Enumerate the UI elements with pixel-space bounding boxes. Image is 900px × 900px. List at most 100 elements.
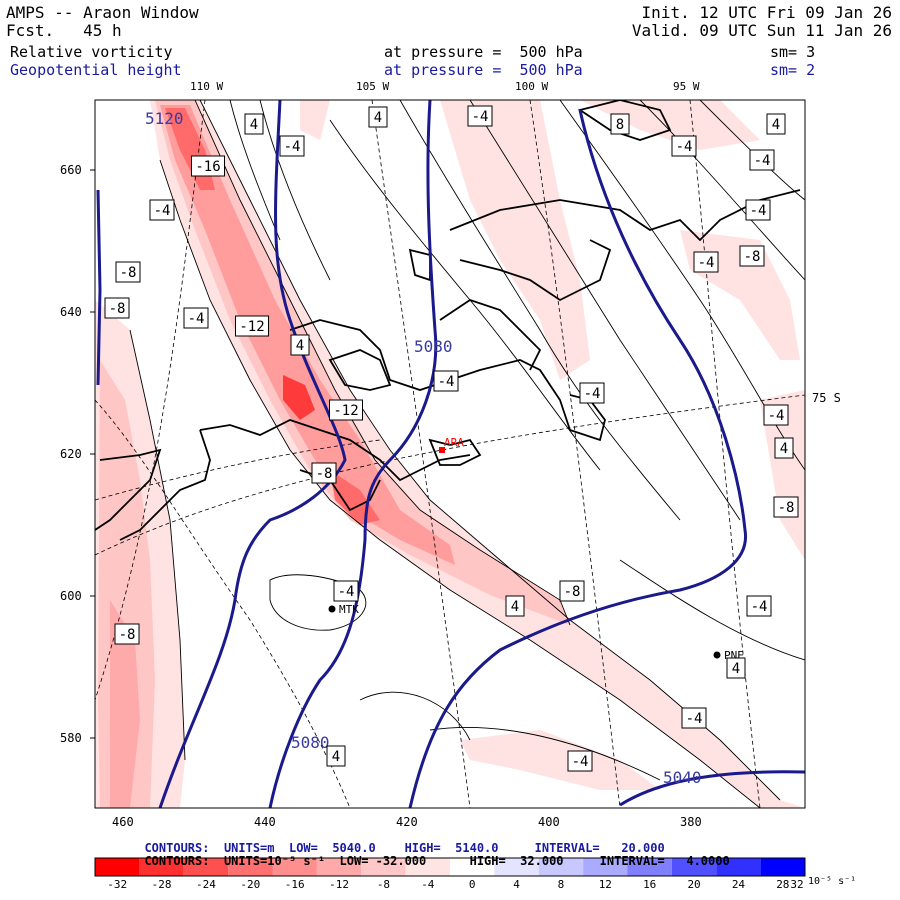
vorticity-label-text: 4 bbox=[780, 441, 788, 457]
vorticity-label-text: -4 bbox=[584, 386, 601, 402]
vorticity-label-text: 8 bbox=[616, 117, 624, 133]
colorbar-swatch bbox=[361, 858, 406, 876]
vorticity-label-box: -4 bbox=[433, 370, 459, 392]
colorbar-swatch bbox=[671, 858, 717, 876]
colorbar-swatch bbox=[538, 858, 584, 876]
vorticity-label-text: -16 bbox=[195, 159, 220, 175]
vorticity-label-text: 4 bbox=[374, 110, 382, 126]
vorticity-label-box: -4 bbox=[671, 135, 697, 157]
colorbar-swatch bbox=[316, 858, 362, 876]
footer-line-heights: CONTOURS: UNITS=m LOW= 5040.0 HIGH= 5140… bbox=[130, 829, 664, 855]
vorticity-label-text: -8 bbox=[119, 627, 136, 643]
left-axis: 660 640 620 600 580 bbox=[60, 163, 95, 745]
vorticity-label-text: -8 bbox=[564, 584, 581, 600]
colorbar-tick-label: 16 bbox=[643, 878, 656, 891]
vorticity-label-box: -8 bbox=[104, 297, 130, 319]
field1-smooth: sm= 3 bbox=[770, 43, 816, 61]
colorbar-tick-label: -20 bbox=[240, 878, 260, 891]
vorticity-label-text: -4 bbox=[438, 374, 455, 390]
footer2-units: UNITS=10⁻⁵ s⁻¹ bbox=[223, 854, 326, 868]
field2-smooth: sm= 2 bbox=[770, 61, 816, 79]
colorbar-tick-label: -12 bbox=[329, 878, 349, 891]
vorticity-label-text: 4 bbox=[511, 599, 519, 615]
x-tick-460: 460 bbox=[112, 815, 134, 829]
footer1-units: UNITS=m bbox=[223, 841, 275, 855]
footer2-label: CONTOURS: bbox=[144, 854, 210, 868]
colorbar-tick-label: 28 bbox=[776, 878, 789, 891]
y-tick-620: 620 bbox=[60, 447, 82, 461]
coastline bbox=[95, 100, 801, 541]
station-mtk-label: MTK bbox=[339, 603, 359, 616]
lon-label-100w: 100 W bbox=[515, 80, 548, 93]
vorticity-band-northeast bbox=[580, 100, 760, 150]
colorbar-swatch bbox=[95, 858, 140, 876]
vorticity-label-text: 4 bbox=[332, 749, 340, 765]
vorticity-label-text: -4 bbox=[686, 711, 703, 727]
field2-name: Geopotential height bbox=[10, 61, 182, 79]
vorticity-label-box: -8 bbox=[311, 462, 337, 484]
vorticity-label-box: -4 bbox=[183, 307, 209, 329]
vorticity-band-strong bbox=[160, 105, 455, 565]
station-ara-label: ARA bbox=[444, 436, 464, 449]
y-tick-640: 640 bbox=[60, 305, 82, 319]
colorbar-tick-label: 0 bbox=[469, 878, 476, 891]
vorticity-label-box: -8 bbox=[559, 580, 585, 602]
colorbar-swatch bbox=[405, 858, 450, 876]
colorbar: -32 -28 -24 -20 -16 -12 -8 -4 0 4 8 12 16 20 24 28 32 10⁻… bbox=[94, 857, 856, 891]
footer2-interval: INTERVAL= 4.0000 bbox=[599, 854, 730, 868]
map-title: AMPS -- Araon Window bbox=[6, 3, 199, 22]
colorbar-tick-label: -16 bbox=[285, 878, 305, 891]
footer1-high: HIGH= 5140.0 bbox=[404, 841, 499, 855]
y-tick-580: 580 bbox=[60, 731, 82, 745]
footer2-low: LOW= -32.000 bbox=[339, 854, 427, 868]
vorticity-label-box: -4 bbox=[579, 382, 605, 404]
vorticity-label-box: 4 bbox=[244, 113, 264, 135]
vorticity-label-box: -4 bbox=[749, 149, 775, 171]
height-labels: 5120 5080 5080 5040 bbox=[145, 109, 702, 787]
colorbar-tick-label: 24 bbox=[732, 878, 746, 891]
vorticity-label-text: -4 bbox=[472, 109, 489, 125]
vorticity-band-top-middle bbox=[300, 100, 330, 140]
vorticity-label-text: -8 bbox=[316, 466, 333, 482]
vorticity-label-text: -4 bbox=[768, 408, 785, 424]
vorticity-label-text: -4 bbox=[284, 139, 301, 155]
colorbar-tick-label: 8 bbox=[558, 878, 565, 891]
vorticity-label-box: -4 bbox=[567, 750, 593, 772]
vorticity-label-box: -4 bbox=[149, 199, 175, 221]
height-label-5080-north: 5080 bbox=[414, 337, 453, 356]
colorbar-swatch bbox=[228, 858, 273, 876]
vorticity-label-box: -4 bbox=[467, 105, 493, 127]
vorticity-label-box: -4 bbox=[681, 707, 707, 729]
footer2-high: HIGH= 32.000 bbox=[469, 854, 564, 868]
vorticity-label-text: -8 bbox=[778, 500, 795, 516]
vorticity-label-text: -4 bbox=[751, 599, 768, 615]
lon-label-110w: 110 W bbox=[190, 80, 223, 93]
plot-area: 660 640 620 600 580 460 440 420 400 380 … bbox=[60, 99, 841, 829]
vorticity-core-lower bbox=[283, 375, 315, 420]
vorticity-label-box: -4 bbox=[333, 580, 359, 602]
vorticity-label-box: -4 bbox=[763, 404, 789, 426]
footer-line-vorticity: CONTOURS: UNITS=10⁻⁵ s⁻¹ LOW= -32.000 HI… bbox=[130, 842, 730, 868]
vorticity-label-box: 4 bbox=[766, 113, 786, 135]
lon-label-105w: 105 W bbox=[356, 80, 389, 93]
vorticity-label-box: 4 bbox=[290, 334, 310, 356]
vorticity-label-text: -4 bbox=[750, 203, 767, 219]
station-ara: ARA bbox=[439, 436, 464, 453]
height-label-5040: 5040 bbox=[663, 768, 702, 787]
colorbar-swatch bbox=[139, 858, 184, 876]
vorticity-label-text: -4 bbox=[188, 311, 205, 327]
vorticity-label-box: 4 bbox=[726, 657, 746, 679]
field1-name: Relative vorticity bbox=[10, 43, 173, 61]
colorbar-tick-label: -4 bbox=[421, 878, 435, 891]
lon-label-95w: 95 W bbox=[673, 80, 700, 93]
height-label-5120: 5120 bbox=[145, 109, 184, 128]
vorticity-label-text: -8 bbox=[744, 249, 761, 265]
vorticity-label-box: -8 bbox=[114, 623, 140, 645]
vorticity-label-text: -4 bbox=[698, 255, 715, 271]
vorticity-label-text: -4 bbox=[154, 203, 171, 219]
vorticity-label-box: -8 bbox=[773, 496, 799, 518]
vorticity-label-text: -8 bbox=[109, 301, 126, 317]
colorbar-swatch bbox=[450, 858, 495, 876]
colorbar-tick-label: 20 bbox=[687, 878, 700, 891]
